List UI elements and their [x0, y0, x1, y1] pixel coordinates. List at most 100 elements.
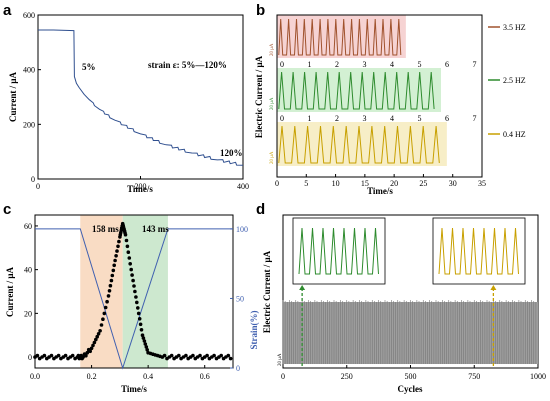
- panel-b-traces: [278, 18, 440, 164]
- panel-c-ytick-right-label: 0: [236, 364, 240, 373]
- panel-c-current-point: [131, 278, 135, 283]
- panel-c-current-point: [63, 353, 68, 358]
- panel-c-current-point: [35, 353, 40, 358]
- panel-label-a: a: [3, 2, 12, 19]
- panel-d-xtick-label: 500: [405, 372, 417, 381]
- panel-b-xtick-label: 0: [275, 179, 279, 188]
- panel-c-current-point: [126, 250, 131, 254]
- panel-b-xtick-label: 35: [478, 179, 486, 188]
- panel-a-xtick-label: 200: [135, 182, 147, 191]
- panel-b-frame: [276, 14, 483, 178]
- panel-b-cycle-label: 0: [280, 114, 284, 123]
- panel-c-current-point: [49, 353, 54, 358]
- panel-c-current-point: [205, 353, 209, 358]
- panel-c-ylabel: Current / μA: [5, 267, 15, 317]
- panel-c-current-point: [128, 262, 132, 266]
- panel-c-current-point: [85, 350, 90, 355]
- panel-c-current-point: [129, 267, 133, 272]
- panel-b-xtick-label: 20: [390, 179, 398, 188]
- panel-b-ticks: 20 μA 20 μA 0 1 2 3 4 5 6 7 20 μA 0 1 2 3 4 5 6 7 0 5 10 15 20 2…: [270, 43, 486, 188]
- panel-d-insets: [292, 217, 526, 366]
- panel-b-xtick-label: 25: [419, 179, 427, 188]
- panel-d-inset-trace: [438, 227, 519, 275]
- panel-c-current-point: [140, 333, 145, 338]
- panel-a-ylabel: Current / μA: [8, 72, 18, 122]
- panel-c-current-point: [138, 322, 143, 327]
- panel-c-current-point: [89, 346, 94, 351]
- panel-d-inset-box: [432, 217, 526, 285]
- panel-b-cycle-label: 3: [363, 60, 367, 69]
- panel-a-frame: [37, 14, 244, 180]
- panel-c-ytick-label: 40: [24, 266, 32, 275]
- panel-c-current-point: [141, 336, 146, 340]
- panel-a-strain-annotation: strain ε: 5%—120%: [148, 60, 227, 70]
- panel-a-ytick-label: 600: [23, 11, 35, 20]
- panel-b-cycle-label: 4: [390, 60, 394, 69]
- panel-c-current-point: [132, 284, 136, 288]
- panel-b-trace: [278, 125, 440, 164]
- panel-c-xtick-label: 0.0: [30, 372, 40, 381]
- panel-d-inset-box: [292, 217, 386, 285]
- panel-c-current-point: [212, 353, 216, 358]
- panel-b-scale-label: 20 μA: [270, 97, 275, 110]
- panel-c-xtick-label: 0.2: [87, 372, 97, 381]
- panel-c-current-point: [98, 329, 102, 333]
- panel-b-scale-label: 20 μA: [270, 43, 275, 56]
- panel-c-xlabel: Time/s: [121, 384, 147, 394]
- panel-d-inset-trace: [298, 227, 379, 275]
- panel-d-ylabel: Electric Current / μA: [262, 250, 272, 333]
- panel-a-ytick-label: 200: [23, 120, 35, 129]
- panel-a-xtick-label: 0: [36, 182, 40, 191]
- panel-d-xtick-label: 1000: [530, 372, 546, 381]
- panel-c-current-point: [56, 353, 61, 358]
- panel-b-trace: [278, 71, 435, 110]
- panel-c-ytick-label: 20: [24, 309, 32, 318]
- panel-c-current-point: [92, 340, 97, 345]
- panel-c-fall-annotation: 143 ms: [142, 224, 169, 234]
- panel-c-ylabel-right: Strain(%): [249, 311, 259, 350]
- panel-d-inset-arrow: [299, 285, 306, 290]
- panel-c-current-point: [144, 345, 149, 349]
- panel-b: 20 μA 20 μA 0 1 2 3 4 5 6 7 20 μA 0 1 2 3 4 5 6 7 0 5 10 15 20 2…: [254, 14, 526, 196]
- panel-c-frame: [34, 214, 234, 369]
- panel-c-current-point: [108, 283, 113, 288]
- panel-c-current-point: [184, 353, 188, 358]
- panel-c-current-point: [137, 317, 142, 321]
- panel-c-current-point: [134, 295, 138, 299]
- panel-b-xlabel: Time/s: [367, 186, 393, 196]
- panel-d-scale-label: 20 μA: [278, 353, 283, 366]
- panel-a-ytick-label: 400: [23, 66, 35, 75]
- panel-c-rise-annotation: 158 ms: [92, 224, 119, 234]
- panel-b-trace: [278, 18, 402, 56]
- panel-d-inset-arrow: [490, 285, 497, 290]
- panel-b-xtick-label: 15: [361, 179, 369, 188]
- panel-c-current-point: [124, 238, 129, 243]
- panel-label-d: d: [256, 201, 265, 218]
- panel-c-current-point: [114, 254, 118, 258]
- panel-c-current-point: [117, 239, 121, 244]
- panel-b-xtick-label: 10: [332, 179, 340, 188]
- panel-c-current-point: [42, 353, 47, 358]
- panel-d-cycle-trace: 20 μA: [278, 300, 538, 366]
- panel-c-ytick-label: 0: [28, 353, 32, 362]
- panel-c-current-points: [33, 221, 233, 361]
- panel-c-current-point: [110, 273, 115, 278]
- panel-c-current-point: [125, 244, 130, 249]
- panel-c-current-point: [123, 232, 128, 237]
- panel-d-xtick-label: 750: [468, 372, 480, 381]
- panel-c-ytick-label: 60: [24, 222, 32, 231]
- panel-b-cycle-label: 1: [308, 114, 312, 123]
- panel-c-current-point: [95, 334, 99, 339]
- panel-b-legend-label: 2.5 HZ: [503, 76, 526, 85]
- panel-b-cycle-label: 5: [418, 114, 422, 123]
- panel-c-current-point: [198, 353, 202, 358]
- panel-b-cycle-label: 5: [418, 60, 422, 69]
- panel-c-current-point: [107, 289, 112, 293]
- panel-c-current-point: [143, 342, 148, 346]
- panel-c-current-point: [111, 268, 116, 273]
- panel-a-end-annotation: 120%: [220, 148, 243, 158]
- panel-c-current-point: [103, 305, 108, 310]
- panel-b-ylabel: Electric Current / μA: [254, 55, 264, 138]
- panel-b-cycle-label: 6: [445, 60, 449, 69]
- panel-c-current-point: [127, 256, 132, 260]
